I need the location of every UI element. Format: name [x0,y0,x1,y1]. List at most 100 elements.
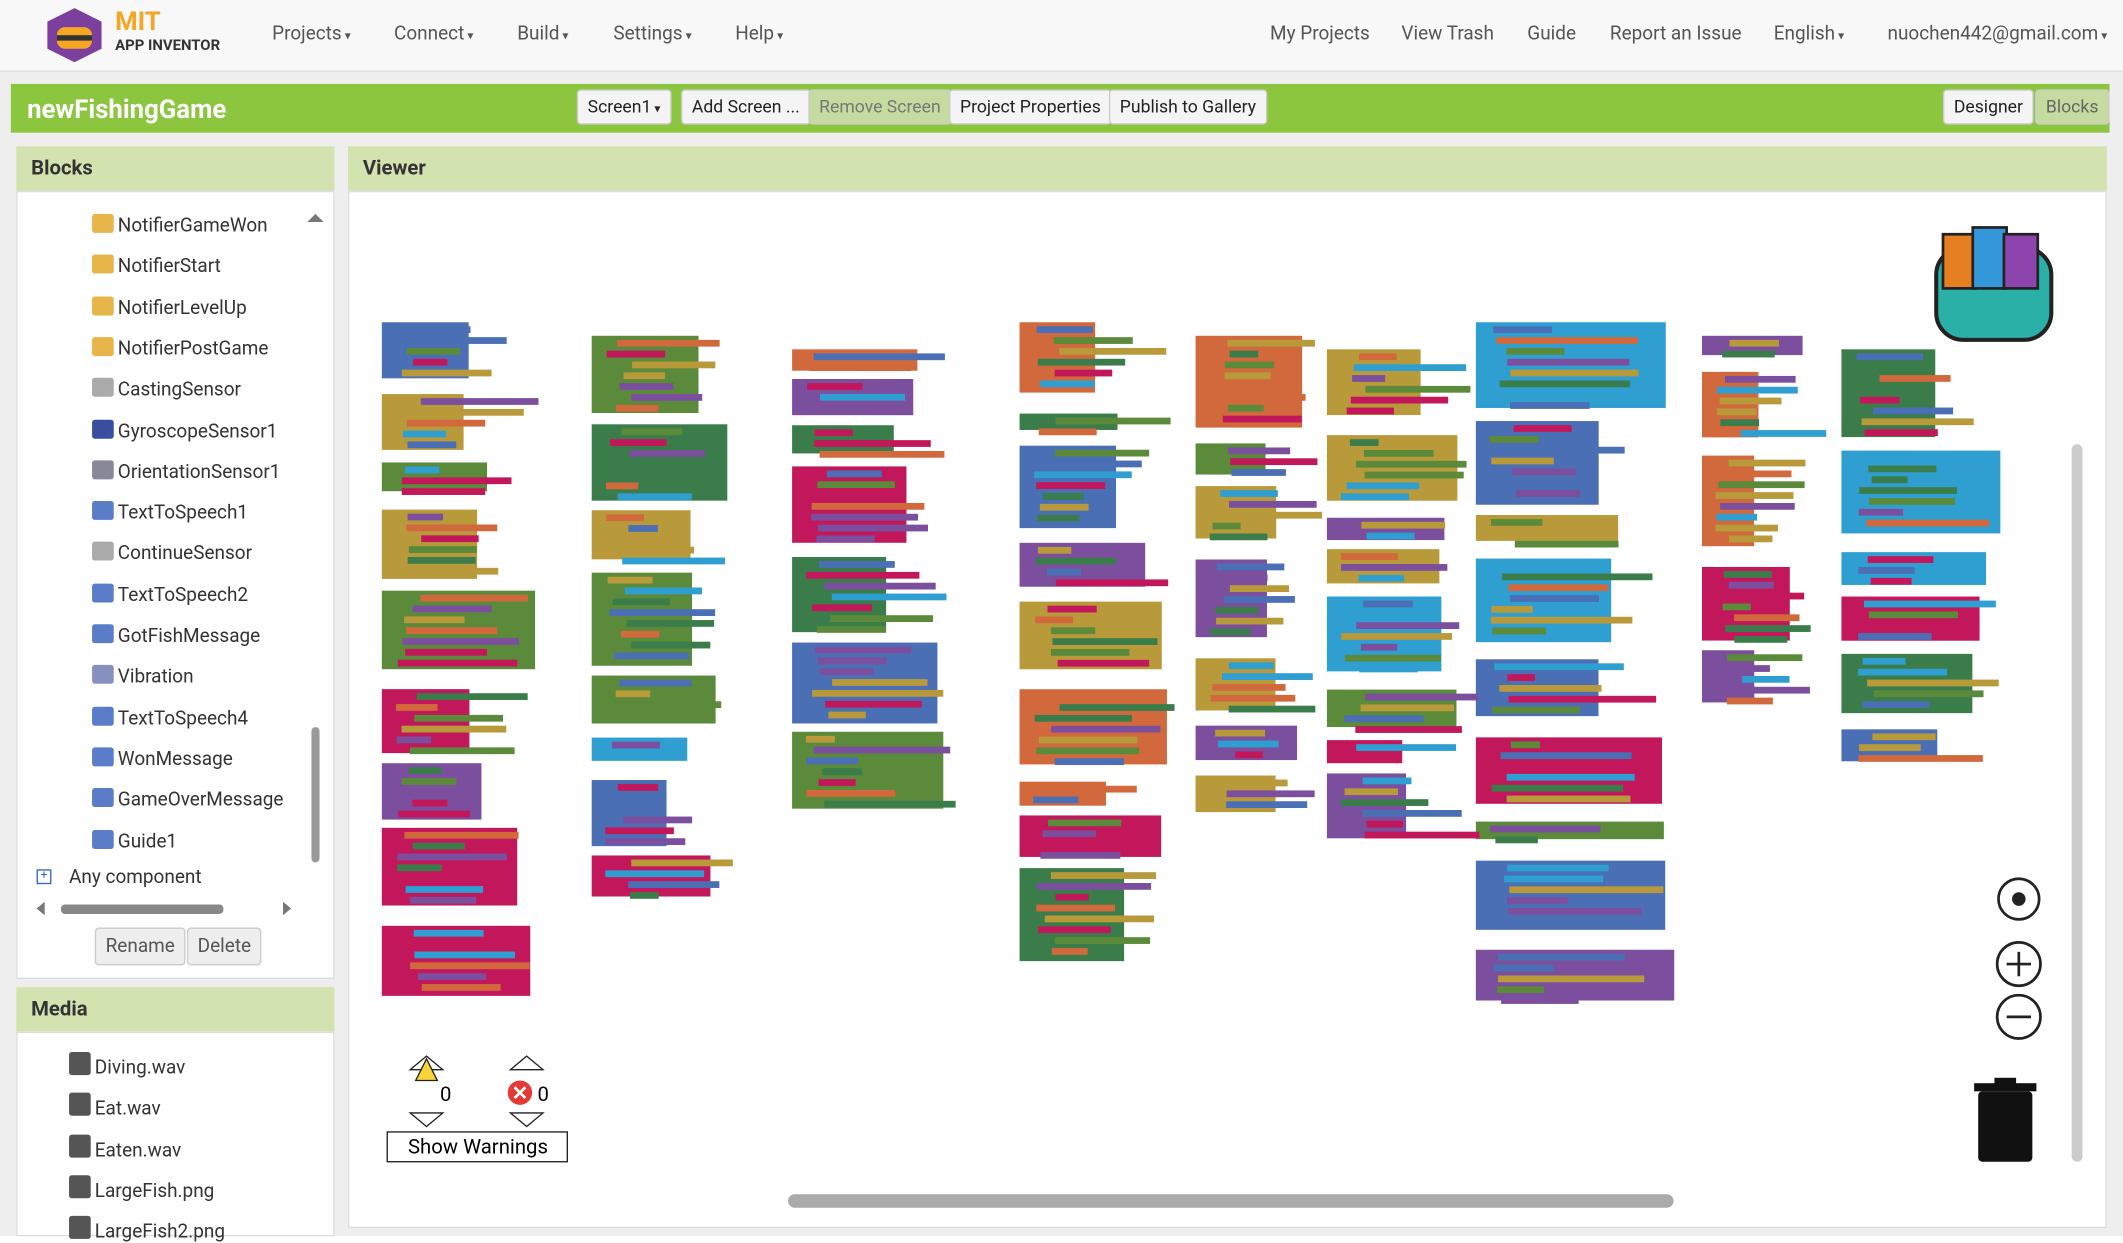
code-block[interactable] [1841,596,1996,641]
code-block[interactable] [1326,349,1471,416]
toolbar-button-text[interactable]: Publish to Gallery [1119,97,1257,118]
component-label[interactable]: GotFishMessage [117,625,261,648]
nav-link-text[interactable]: Guide [1527,23,1577,45]
component-item[interactable]: NotifierLevelUp [92,295,247,319]
nav-menu-text[interactable]: Connect [394,23,465,45]
view-button-text[interactable]: Designer [1953,97,2023,118]
view-button-text[interactable]: Blocks [2045,97,2099,118]
toolbar-button-text[interactable]: Remove Screen [819,97,941,118]
component-item[interactable]: WonMessage [92,747,233,770]
block-body[interactable] [1019,601,1162,670]
block-body[interactable] [1326,349,1421,416]
component-label[interactable]: ContinueSensor [117,543,252,566]
code-block[interactable] [1195,335,1315,428]
view-button[interactable]: Blocks [2035,89,2110,125]
code-block[interactable] [792,425,945,458]
code-block[interactable] [591,572,716,666]
any-component[interactable]: Any component [69,867,202,889]
code-block[interactable] [591,510,725,565]
rename-button[interactable]: Rename [94,927,186,966]
media-item[interactable]: Eaten.wav [69,1134,181,1161]
code-block[interactable] [591,424,728,501]
code-block[interactable] [381,689,528,755]
code-block[interactable] [1019,322,1167,393]
nav-link-text[interactable]: View Trash [1401,23,1494,45]
account-menu[interactable]: nuochen442@gmail.com [1887,23,2107,45]
code-block[interactable] [1195,775,1315,813]
block-body[interactable] [1475,515,1619,541]
code-block[interactable] [1195,443,1318,476]
block-body[interactable] [1701,371,1759,438]
component-label[interactable]: OrientationSensor1 [117,461,281,484]
recenter-button[interactable] [1997,877,2041,921]
block-body[interactable] [381,509,478,579]
code-block[interactable] [1475,322,1666,409]
code-block[interactable] [1019,445,1150,529]
component-item[interactable]: NotifierStart [92,254,221,278]
code-block[interactable] [591,675,722,724]
code-block[interactable] [1475,860,1666,930]
nav-link-text[interactable]: My Projects [1270,23,1370,45]
code-block[interactable] [1326,435,1467,501]
nav-link[interactable]: View Trash [1401,23,1494,45]
code-block[interactable] [381,462,512,495]
block-body[interactable] [1326,435,1458,501]
nav-link[interactable]: Guide [1527,23,1576,45]
media-label[interactable]: Eaten.wav [94,1139,182,1162]
nav-menu-text[interactable]: Projects [272,23,342,45]
component-item[interactable]: NotifierGameWon [92,213,268,237]
component-label[interactable]: NotifierGameWon [117,215,268,237]
component-label[interactable]: Guide1 [117,830,178,853]
code-block[interactable] [1475,421,1625,505]
nav-menu[interactable]: Projects [272,23,351,45]
delete-button[interactable]: Delete [186,927,262,966]
code-block[interactable] [1195,725,1298,761]
block-body[interactable] [1475,860,1666,930]
media-item[interactable]: LargeFish.png [69,1175,214,1202]
code-block[interactable] [591,737,688,761]
code-block[interactable] [1841,450,2001,534]
code-block[interactable] [1019,542,1169,587]
show-warnings-button[interactable] [386,1131,569,1163]
component-item[interactable]: OrientationSensor1 [92,460,280,483]
rename-button-text[interactable]: Rename [105,935,175,958]
code-block[interactable] [381,925,531,996]
component-label[interactable]: GyroscopeSensor1 [117,420,278,443]
media-label[interactable]: LargeFish2.png [94,1221,225,1243]
code-block[interactable] [1841,349,1974,438]
code-block[interactable] [381,827,519,906]
code-block[interactable] [1701,650,1810,705]
toolbar-button-text[interactable]: Project Properties [959,97,1101,118]
media-label[interactable]: LargeFish.png [94,1180,215,1203]
code-block[interactable] [1019,868,1157,962]
media-label[interactable]: Diving.wav [94,1057,186,1080]
component-label[interactable]: GameOverMessage [117,789,284,812]
zoom-out-button[interactable] [1995,993,2042,1040]
component-item[interactable]: Vibration [92,665,194,688]
media-item[interactable]: Eat.wav [69,1093,161,1120]
code-block[interactable] [1701,455,1806,547]
toolbar-button-text[interactable]: Add Screen ... [691,97,800,118]
trash-can[interactable] [1974,1077,2037,1162]
show-warnings-label[interactable]: Show Warnings [408,1135,548,1159]
code-block[interactable] [1841,729,1983,762]
code-block[interactable] [1195,658,1316,713]
backpack[interactable] [1934,226,2054,342]
code-block[interactable] [381,394,539,450]
nav-link[interactable]: My Projects [1270,23,1370,45]
media-label[interactable]: Eat.wav [94,1098,161,1121]
code-block[interactable] [1841,552,1987,585]
media-item[interactable]: Diving.wav [69,1052,185,1079]
component-label[interactable]: CastingSensor [117,379,241,402]
code-block[interactable] [1475,558,1653,643]
component-label[interactable]: TextToSpeech4 [117,707,249,730]
code-block[interactable] [381,509,499,579]
code-block[interactable] [792,731,956,809]
code-block[interactable] [792,466,929,543]
code-block[interactable] [1475,659,1657,717]
code-block[interactable] [1701,566,1811,643]
any-component-text[interactable]: Any component [69,866,202,889]
code-block[interactable] [591,335,720,414]
component-label[interactable]: TextToSpeech1 [117,502,249,525]
component-item[interactable]: TextToSpeech4 [92,706,248,729]
